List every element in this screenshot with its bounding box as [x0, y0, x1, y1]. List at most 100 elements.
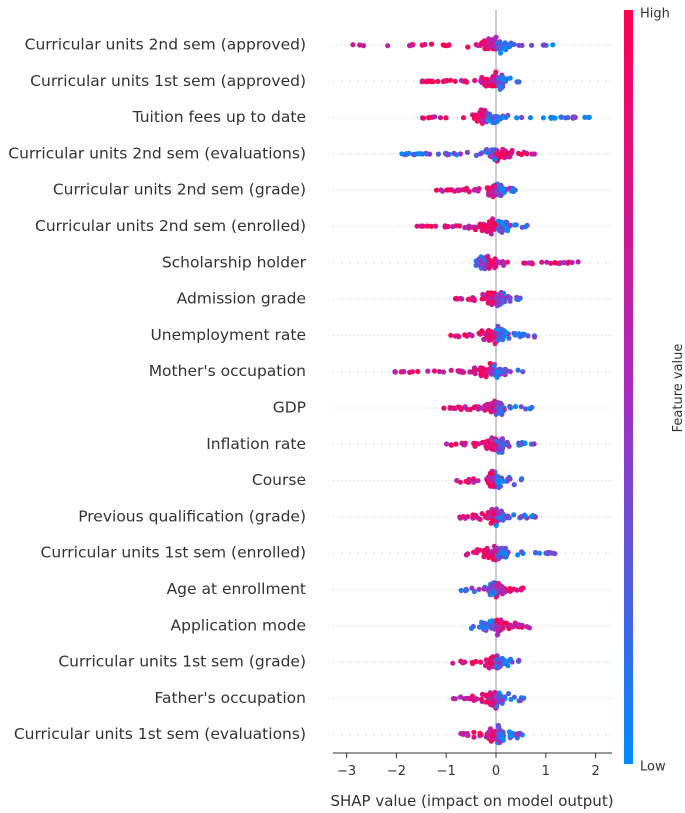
colorbar-high-label: High — [640, 7, 670, 22]
shap-point — [507, 403, 513, 410]
shap-point — [495, 43, 501, 49]
shap-point — [494, 301, 500, 307]
shap-point — [491, 543, 497, 549]
shap-point — [493, 438, 499, 444]
shap-point — [494, 118, 500, 125]
shap-point — [471, 729, 477, 735]
shap-point — [474, 549, 480, 555]
shap-point — [480, 119, 486, 125]
shap-point — [488, 583, 494, 590]
shap-point — [490, 119, 496, 126]
feature-label: Curricular units 2nd sem (approved) — [25, 36, 306, 54]
shap-point — [465, 514, 471, 520]
shap-point — [470, 512, 476, 518]
shap-point — [548, 260, 554, 266]
shap-point — [486, 44, 492, 51]
shap-point — [518, 697, 524, 703]
shap-point — [479, 328, 485, 334]
feature-label: Age at enrollment — [167, 580, 306, 598]
shap-point — [482, 257, 488, 263]
shap-point — [508, 222, 514, 228]
shap-point — [519, 441, 525, 447]
shap-point — [492, 590, 498, 596]
shap-point — [468, 695, 474, 702]
shap-point — [575, 259, 581, 265]
shap-point — [442, 42, 448, 49]
shap-point — [462, 224, 468, 231]
shap-point — [401, 369, 407, 375]
shap-point — [471, 476, 477, 482]
shap-point — [440, 78, 446, 85]
shap-point — [512, 332, 518, 338]
shap-point — [478, 659, 484, 665]
shap-point — [490, 216, 496, 222]
shap-point — [474, 261, 480, 267]
shap-point — [565, 114, 571, 121]
shap-point — [482, 295, 488, 302]
shap-point — [446, 42, 452, 48]
shap-point — [548, 114, 554, 120]
shap-point — [518, 404, 524, 410]
shap-point — [495, 694, 501, 700]
shap-point — [443, 441, 450, 447]
shap-point — [392, 369, 398, 375]
shap-point — [494, 632, 500, 638]
shap-point — [493, 657, 499, 663]
shap-point — [489, 115, 495, 121]
shap-point — [490, 194, 496, 200]
shap-point — [499, 438, 505, 444]
shap-point — [462, 78, 469, 84]
shap-point — [529, 151, 535, 157]
colorbar — [624, 10, 633, 764]
shap-point — [449, 187, 455, 193]
feature-label: Curricular units 1st sem (grade) — [58, 653, 306, 671]
shap-point — [494, 619, 500, 626]
shap-point — [506, 729, 512, 735]
shap-point — [357, 42, 363, 48]
shap-point — [503, 295, 509, 301]
shap-point — [461, 187, 467, 193]
shap-point — [496, 731, 502, 737]
x-axis-ticks: −3 −2 −1 0 1 2 — [337, 753, 600, 779]
shap-point — [479, 510, 485, 517]
shap-point — [477, 730, 483, 736]
shap-point — [487, 470, 493, 476]
shap-point — [511, 512, 517, 518]
shap-point — [497, 84, 504, 90]
shap-point — [485, 117, 491, 123]
shap-point — [481, 440, 487, 446]
shap-point — [464, 695, 470, 702]
shap-point — [425, 368, 431, 374]
shap-point — [489, 435, 495, 441]
shap-point — [569, 259, 575, 266]
feature-label: Curricular units 2nd sem (grade) — [53, 181, 306, 199]
shap-point — [472, 443, 478, 449]
shap-point — [501, 46, 507, 52]
shap-point — [457, 295, 463, 301]
shap-point — [399, 151, 405, 157]
shap-point — [478, 405, 484, 411]
shap-point — [529, 513, 535, 519]
shap-point — [460, 115, 467, 121]
shap-point — [490, 517, 496, 523]
feature-label: Previous qualification (grade) — [78, 507, 306, 525]
shap-point — [497, 739, 503, 746]
shap-point — [472, 367, 479, 373]
shap-point — [506, 443, 512, 449]
shap-point — [490, 729, 496, 735]
shap-point — [480, 41, 486, 47]
shap-point — [489, 370, 495, 376]
shap-point — [515, 552, 521, 558]
shap-point — [496, 335, 502, 341]
shap-point — [496, 484, 502, 490]
shap-point — [505, 691, 512, 697]
shap-point — [524, 151, 530, 157]
shap-point — [503, 219, 509, 225]
shap-point — [426, 115, 432, 121]
shap-point — [464, 732, 470, 738]
shap-point — [470, 623, 476, 630]
shap-point — [488, 738, 494, 744]
shap-point — [486, 729, 492, 735]
shap-point — [456, 223, 462, 229]
feature-label: Admission grade — [177, 290, 306, 308]
